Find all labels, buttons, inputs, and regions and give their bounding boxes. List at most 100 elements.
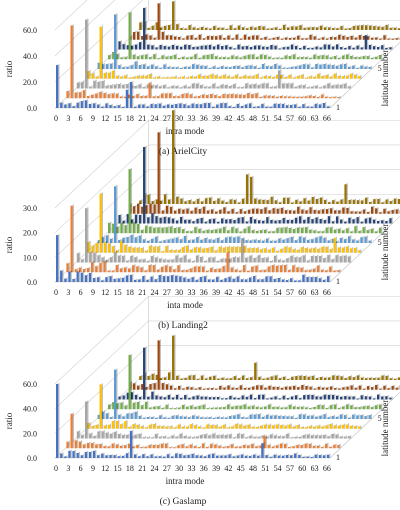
bar-shade bbox=[126, 243, 128, 253]
bar-shade bbox=[164, 455, 167, 458]
bar bbox=[212, 417, 215, 419]
bar bbox=[286, 238, 289, 243]
bar bbox=[335, 255, 338, 263]
bar-shade bbox=[319, 264, 321, 273]
bar bbox=[344, 28, 347, 30]
bar bbox=[378, 54, 382, 60]
bar bbox=[134, 257, 137, 263]
bar bbox=[329, 208, 333, 214]
bar bbox=[176, 375, 179, 380]
bar-shade bbox=[352, 404, 354, 410]
bar bbox=[311, 197, 314, 204]
bar-shade bbox=[297, 375, 299, 380]
bar bbox=[231, 208, 234, 214]
bar-shade bbox=[243, 237, 245, 243]
bar-shade bbox=[337, 240, 340, 243]
bar-shade bbox=[120, 413, 122, 419]
x-axis-label: inta mode bbox=[167, 300, 203, 310]
bar bbox=[130, 65, 133, 69]
bar bbox=[296, 96, 299, 99]
bar-shade bbox=[124, 254, 126, 263]
bar bbox=[206, 408, 209, 410]
bar-shade bbox=[207, 377, 209, 380]
bar-shade bbox=[274, 385, 276, 390]
bar bbox=[118, 396, 121, 400]
bar bbox=[369, 25, 372, 30]
bar bbox=[253, 436, 256, 439]
bar bbox=[154, 257, 158, 263]
bar-shade bbox=[159, 2, 161, 40]
bar-shade bbox=[155, 422, 157, 429]
bar-shade bbox=[258, 55, 260, 60]
bar-shade bbox=[161, 435, 163, 439]
bar-shade bbox=[229, 210, 231, 214]
bar-shade bbox=[180, 406, 182, 410]
bar bbox=[245, 240, 248, 243]
bar-shade bbox=[62, 452, 64, 458]
bar-shade bbox=[144, 453, 146, 458]
bar-shade bbox=[206, 395, 209, 400]
bar bbox=[273, 435, 277, 439]
bar bbox=[182, 388, 185, 390]
bar-shade bbox=[323, 404, 325, 410]
bar-shade bbox=[272, 414, 274, 419]
x-tick-label: 51 bbox=[261, 288, 269, 297]
bar bbox=[274, 200, 277, 204]
bar-shade bbox=[114, 245, 116, 253]
bar-shade bbox=[167, 76, 169, 79]
bar-shade bbox=[329, 43, 332, 50]
bar-shade bbox=[284, 82, 286, 89]
bar-shade bbox=[229, 245, 231, 253]
bar bbox=[181, 247, 184, 253]
bar bbox=[277, 278, 280, 282]
bar-shade bbox=[301, 200, 303, 204]
bar bbox=[112, 223, 115, 234]
bar-shade bbox=[122, 75, 124, 79]
bar-shade bbox=[339, 269, 341, 273]
bar bbox=[126, 45, 129, 50]
bar bbox=[214, 36, 218, 40]
bar bbox=[271, 76, 275, 79]
bar bbox=[323, 237, 326, 243]
bar bbox=[305, 227, 308, 234]
bar bbox=[211, 453, 215, 458]
bar-shade bbox=[322, 196, 324, 204]
bar bbox=[167, 46, 170, 50]
bar bbox=[196, 218, 199, 224]
bar-shade bbox=[303, 405, 305, 410]
bar-shade bbox=[250, 208, 252, 214]
bar-shade bbox=[188, 207, 190, 214]
bar bbox=[230, 444, 233, 449]
bar-shade bbox=[354, 46, 356, 50]
bar-shade bbox=[192, 423, 194, 429]
bar bbox=[294, 417, 297, 419]
bar-shade bbox=[397, 208, 400, 214]
bar bbox=[204, 378, 208, 380]
bar bbox=[260, 385, 263, 390]
bar bbox=[219, 385, 222, 390]
bar bbox=[350, 55, 353, 60]
bar bbox=[138, 433, 141, 439]
bar-shade bbox=[315, 208, 317, 214]
bar bbox=[354, 407, 357, 410]
bar-shade bbox=[344, 386, 346, 390]
bar bbox=[317, 73, 320, 79]
bar-shade bbox=[327, 424, 329, 429]
bar-shade bbox=[381, 403, 383, 410]
bar-shade bbox=[180, 35, 182, 40]
bar bbox=[68, 450, 71, 458]
bar bbox=[232, 278, 235, 282]
bar-shade bbox=[312, 455, 314, 458]
bar bbox=[284, 407, 287, 410]
bar bbox=[263, 269, 266, 273]
bar bbox=[358, 407, 361, 410]
bar-shade bbox=[140, 455, 142, 458]
bar-shade bbox=[307, 385, 309, 390]
bar-shade bbox=[329, 254, 331, 263]
bar-shade bbox=[288, 45, 291, 50]
bar-shade bbox=[245, 54, 247, 60]
bar-shade bbox=[239, 413, 241, 419]
bar-shade bbox=[271, 455, 273, 458]
bar bbox=[193, 266, 196, 273]
bar-shade bbox=[334, 45, 336, 50]
